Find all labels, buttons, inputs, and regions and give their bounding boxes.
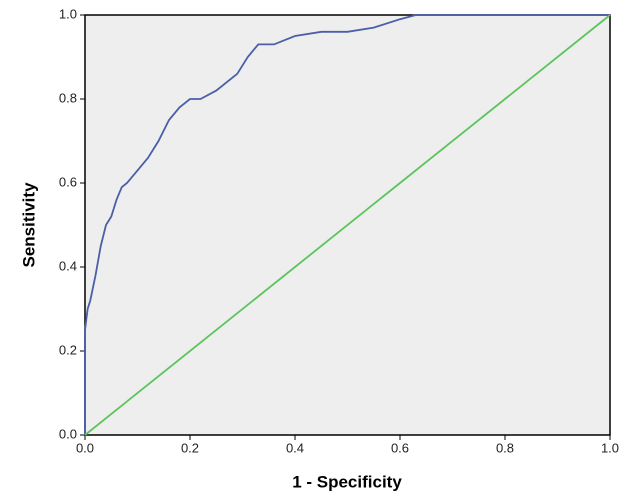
y-tick-label: 0.6 xyxy=(59,174,77,189)
line xyxy=(84,14,610,435)
x-tick-label: 0.6 xyxy=(391,440,409,455)
x-tick-label: 0.8 xyxy=(496,440,514,455)
y-tick-label: 0.2 xyxy=(59,342,77,357)
line xyxy=(84,14,611,436)
x-axis-title: 1 - Specificity xyxy=(292,472,402,491)
y-tick-label: 0.8 xyxy=(59,90,77,105)
y-tick-label: 0.4 xyxy=(59,258,77,273)
y-tick-label: 1.0 xyxy=(59,6,77,21)
x-tick-label: 0.4 xyxy=(286,440,304,455)
x-tick-label: 0.2 xyxy=(181,440,199,455)
x-tick-label: 0.0 xyxy=(76,440,94,455)
x-tick-label: 1.0 xyxy=(601,440,619,455)
y-axis-title: Sensitivity xyxy=(19,182,38,268)
y-tick-label: 0.0 xyxy=(59,426,77,441)
